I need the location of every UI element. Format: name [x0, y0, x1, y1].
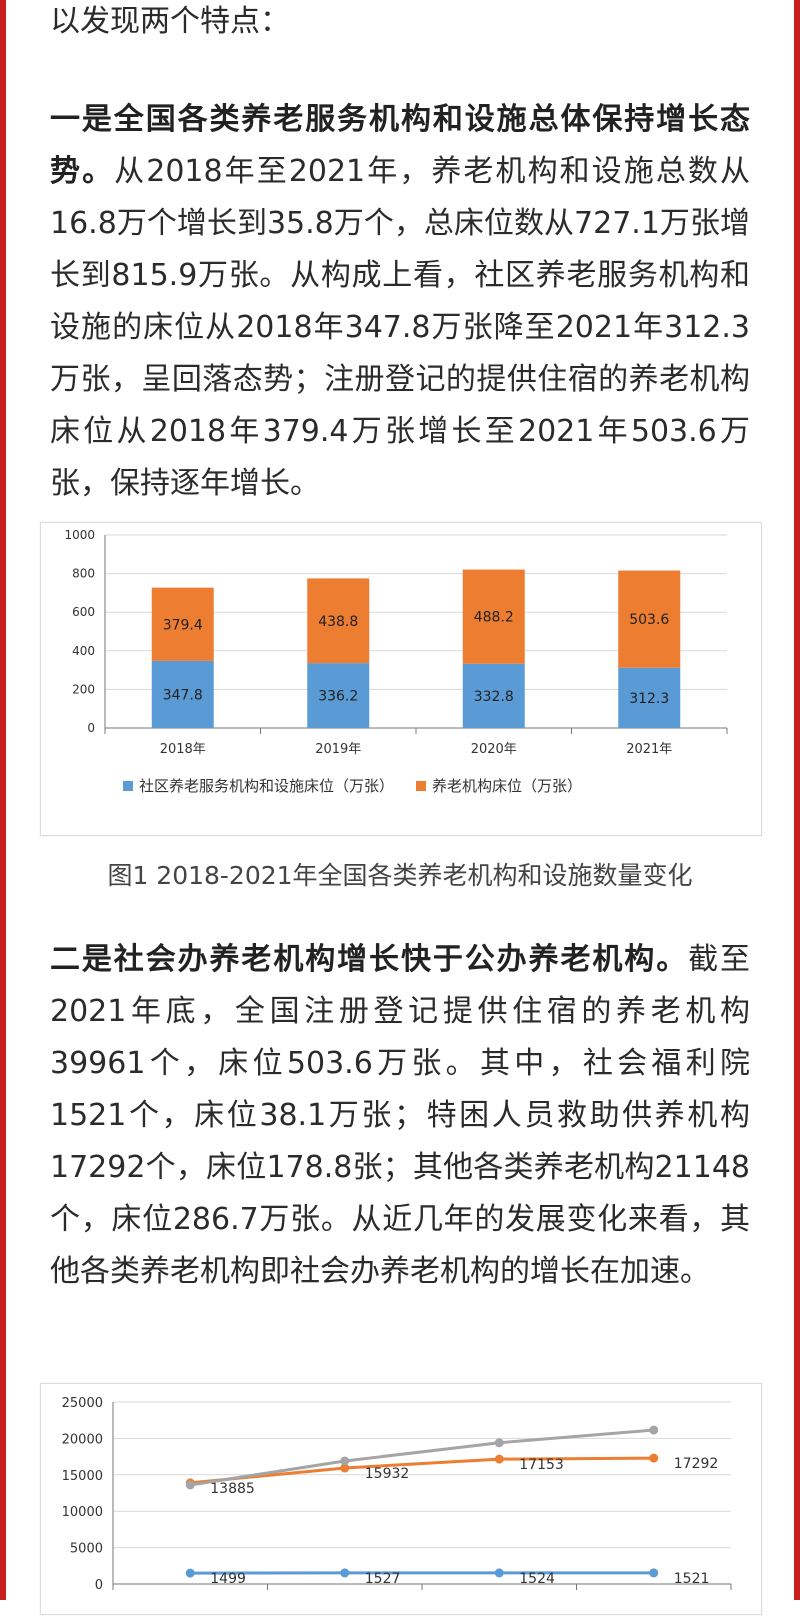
series-point	[495, 1438, 504, 1447]
point-data-label: 1499	[210, 1571, 246, 1587]
y-tick-label: 20000	[62, 1432, 103, 1447]
legend-label: 养老机构床位（万张）	[432, 777, 582, 795]
x-tick-label: 2020年	[471, 742, 517, 757]
series-point	[649, 1454, 658, 1463]
stacked-bar-chart: 0 200 400 600 800 1000 347.8 379.4 2018年 336.2 438…	[40, 522, 762, 836]
y-tick-label: 1000	[64, 528, 95, 542]
y-tick-label: 5000	[70, 1542, 103, 1557]
series-point	[340, 1568, 349, 1577]
bar-data-label: 488.2	[474, 610, 514, 626]
legend-swatch	[416, 781, 426, 791]
y-tick-label: 10000	[62, 1505, 103, 1520]
x-tick-label: 2021年	[626, 742, 672, 757]
bar-data-label: 379.4	[163, 617, 203, 633]
series-point	[186, 1569, 195, 1578]
y-tick-label: 200	[72, 682, 95, 696]
bar-data-label: 503.6	[629, 612, 669, 628]
y-tick-label: 25000	[62, 1396, 103, 1411]
bar-data-label: 312.3	[629, 691, 669, 707]
y-tick-label: 0	[87, 721, 95, 735]
series-point	[186, 1480, 195, 1489]
y-tick-label: 800	[72, 567, 95, 581]
figure-caption: 图1 2018-2021年全国各类养老机构和设施数量变化	[0, 858, 800, 894]
point-data-label: 1521	[674, 1571, 710, 1587]
x-tick-label: 2018年	[160, 742, 206, 757]
paragraph-two: 二是社会办养老机构增长快于公办养老机构。截至2021年底，全国注册登记提供住宿的…	[50, 934, 750, 1298]
line-chart: 0 5000 10000 15000 20000 25000 1499 1527 1524 152…	[40, 1383, 762, 1615]
paragraph-one-text: 从2018年至2021年，养老机构和设施总数从16.8万个增长到35.8万个，总…	[50, 154, 750, 501]
point-data-label: 15932	[365, 1466, 410, 1482]
bar-data-label: 347.8	[163, 687, 203, 703]
paragraph-two-text: 截至2021年底，全国注册登记提供住宿的养老机构39961个，床位503.6万张…	[50, 942, 750, 1289]
point-data-label: 17292	[674, 1456, 719, 1472]
series-point	[649, 1426, 658, 1435]
series-point	[495, 1568, 504, 1577]
point-data-label: 17153	[519, 1457, 564, 1473]
point-data-label: 1524	[519, 1571, 555, 1587]
paragraph-one: 一是全国各类养老服务机构和设施总体保持增长态势。从2018年至2021年，养老机…	[50, 94, 750, 510]
legend-swatch	[123, 781, 133, 791]
point-data-label: 1527	[365, 1571, 401, 1587]
paragraph-two-heading: 二是社会办养老机构增长快于公办养老机构。	[50, 942, 688, 977]
intro-line: 以发现两个特点：	[50, 0, 750, 48]
stacked-bar-chart-svg: 0 200 400 600 800 1000 347.8 379.4 2018年 336.2 438…	[41, 523, 761, 835]
y-tick-label: 600	[72, 605, 95, 619]
y-tick-label: 0	[95, 1578, 103, 1593]
y-tick-label: 400	[72, 644, 95, 658]
left-border-strip	[0, 0, 6, 1600]
bar-data-label: 336.2	[318, 689, 358, 705]
line-chart-svg: 0 5000 10000 15000 20000 25000 1499 1527 1524 152…	[41, 1384, 761, 1614]
series-line	[190, 1458, 654, 1483]
series-point	[649, 1568, 658, 1577]
bar-data-label: 332.8	[474, 689, 514, 705]
point-data-label: 13885	[210, 1481, 255, 1497]
series-point	[340, 1456, 349, 1465]
legend-label: 社区养老服务机构和设施床位（万张）	[139, 777, 394, 795]
series-point	[495, 1455, 504, 1464]
right-border-strip	[794, 0, 800, 1600]
x-tick-label: 2019年	[315, 742, 361, 757]
bar-data-label: 438.8	[318, 614, 358, 630]
y-tick-label: 15000	[62, 1469, 103, 1484]
